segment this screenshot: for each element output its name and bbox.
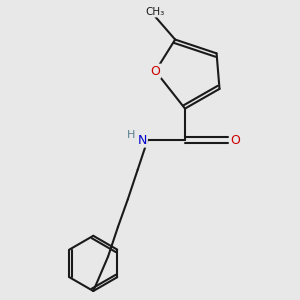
Text: CH₃: CH₃ (146, 7, 165, 16)
Text: O: O (230, 134, 240, 147)
Text: O: O (151, 64, 160, 78)
Text: H: H (127, 130, 136, 140)
Text: N: N (137, 134, 147, 147)
